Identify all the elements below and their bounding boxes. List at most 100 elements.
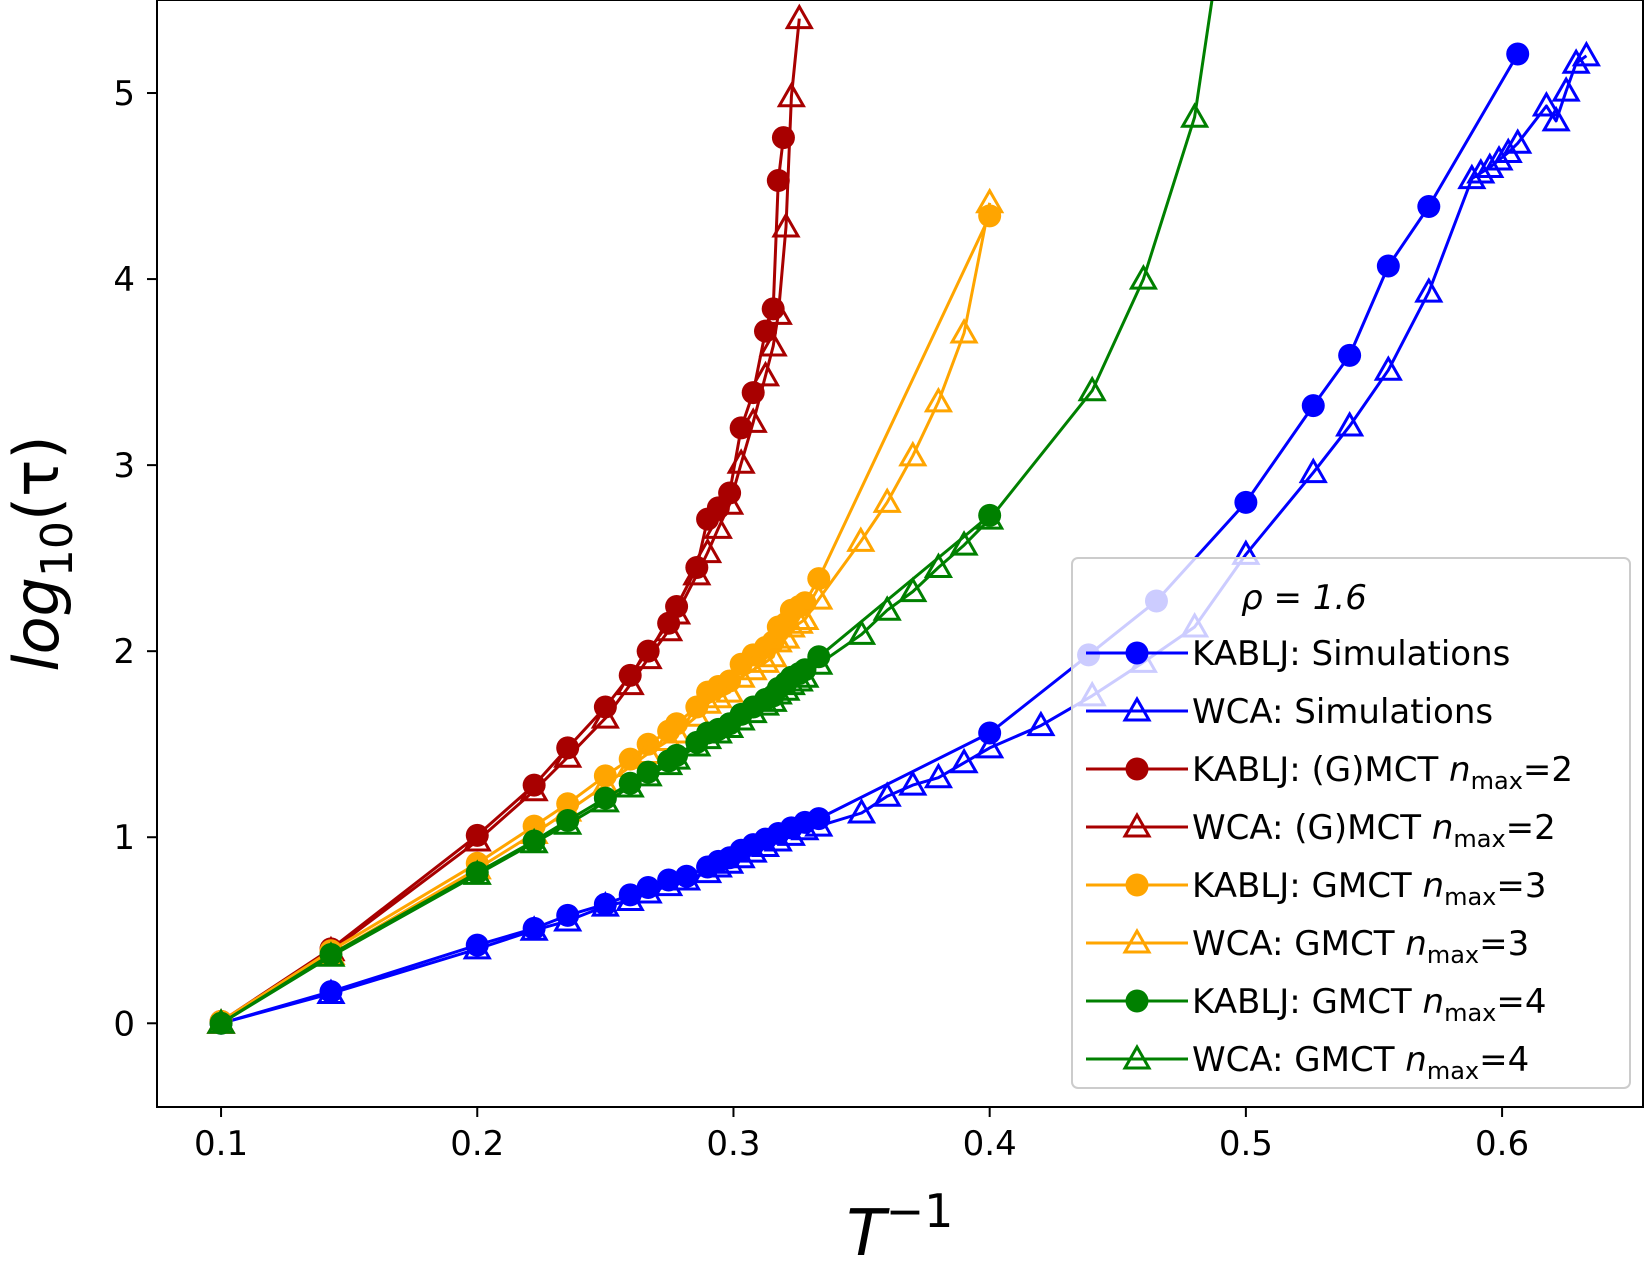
- data-point: [693, 723, 723, 750]
- legend-label-subscript: max: [1444, 883, 1496, 911]
- data-point: [1571, 40, 1601, 67]
- data-point: [633, 643, 663, 670]
- data-point: [1414, 277, 1444, 303]
- legend-label-n: n: [1405, 1040, 1427, 1080]
- data-point: [682, 731, 712, 757]
- data-point: [804, 811, 834, 837]
- legend-label: KABLJ: Simulations: [1192, 634, 1510, 674]
- data-point: [726, 704, 756, 731]
- legend-entry-2: KABLJ: (G)MCT nmax=2: [1086, 750, 1573, 795]
- data-point: [1503, 128, 1533, 154]
- data-point: [590, 703, 620, 729]
- data-point: [1338, 343, 1362, 367]
- data-point: [1551, 76, 1581, 102]
- y-axis-label: log10(τ): [0, 435, 83, 671]
- data-point: [726, 842, 756, 869]
- data-point: [949, 530, 979, 556]
- data-point: [1077, 375, 1107, 402]
- legend-label-n: n: [1449, 750, 1471, 790]
- data-point: [462, 859, 492, 885]
- legend-entry-6: KABLJ: GMCT nmax=4: [1086, 982, 1547, 1027]
- legend-label-tail: =3: [1479, 924, 1529, 964]
- data-point: [872, 595, 902, 621]
- data-point: [615, 669, 645, 696]
- legend-label-n: n: [1423, 982, 1445, 1022]
- legend-label: KABLJ: GMCT nmax=4: [1192, 982, 1547, 1027]
- data-point: [206, 1008, 236, 1034]
- data-point: [654, 870, 684, 897]
- data-point: [703, 718, 733, 744]
- data-point: [662, 598, 692, 625]
- data-point: [804, 584, 834, 610]
- data-point: [1373, 355, 1403, 381]
- data-point: [750, 647, 781, 673]
- series-line: [220, 18, 801, 1025]
- data-point: [662, 718, 692, 744]
- data-point: [975, 187, 1005, 214]
- data-point: [846, 798, 877, 824]
- legend-title: ρ = 1.6: [1241, 578, 1367, 618]
- legend-label-main: KABLJ: (G)MCT: [1192, 750, 1449, 790]
- legend-entry-0: KABLJ: Simulations: [1086, 634, 1510, 674]
- data-point: [763, 299, 793, 325]
- y-tick-label: 4: [113, 260, 135, 300]
- legend-entries: KABLJ: Simulations WCA: Simulations KABLJ:…: [1086, 634, 1573, 1085]
- legend-marker: [1122, 695, 1152, 722]
- data-point: [1484, 144, 1514, 171]
- legend-label-n: n: [1405, 924, 1427, 964]
- legend-box: [1071, 557, 1631, 1089]
- legend-label-subscript: max: [1427, 1057, 1479, 1085]
- data-point: [923, 552, 954, 578]
- data-point: [319, 980, 343, 1004]
- data-point: [1541, 105, 1571, 132]
- legend-label: WCA: (G)MCT nmax=2: [1192, 808, 1556, 853]
- y-tick-label: 5: [113, 74, 135, 114]
- data-point: [784, 665, 814, 692]
- legend-entry-4: KABLJ: GMCT nmax=3: [1086, 866, 1547, 911]
- data-point: [703, 513, 733, 539]
- x-tick-label: 0.6: [1475, 1124, 1529, 1164]
- data-point: [784, 608, 814, 634]
- data-point: [766, 168, 790, 192]
- data-point: [872, 781, 902, 807]
- legend-marker: [1125, 873, 1149, 897]
- data-point: [923, 386, 954, 413]
- data-point: [872, 487, 902, 513]
- data-point: [519, 775, 549, 802]
- data-point: [898, 770, 928, 796]
- data-point: [846, 526, 876, 552]
- legend-label-subscript: max: [1427, 941, 1479, 969]
- x-axis-label-exponent: −1: [886, 1184, 954, 1238]
- legend-label: WCA: GMCT nmax=3: [1192, 924, 1529, 969]
- data-point: [209, 1011, 233, 1035]
- legend-label: KABLJ: GMCT nmax=3: [1192, 866, 1547, 911]
- legend-label-tail: =4: [1496, 982, 1546, 1022]
- legend-label-main: WCA: Simulations: [1192, 692, 1493, 732]
- legend-marker: [1122, 927, 1152, 954]
- data-point: [784, 3, 814, 30]
- series-layer: [206, 0, 1601, 1035]
- legend-label-n: n: [1423, 866, 1445, 906]
- data-point: [682, 701, 712, 727]
- data-point: [1298, 457, 1328, 484]
- data-point: [590, 891, 620, 917]
- legend-label-subscript: max: [1471, 767, 1523, 795]
- data-point: [1506, 42, 1530, 66]
- data-point: [715, 848, 745, 874]
- data-point: [738, 654, 768, 681]
- data-point: [738, 407, 768, 433]
- legend-entry-5: WCA: GMCT nmax=3: [1086, 924, 1529, 969]
- y-tick-label: 3: [113, 446, 135, 486]
- data-point: [703, 851, 733, 878]
- data-point: [316, 978, 346, 1005]
- data-point: [462, 933, 492, 960]
- data-point: [750, 831, 781, 858]
- data-point: [758, 331, 788, 357]
- legend-label: KABLJ: (G)MCT nmax=2: [1192, 750, 1573, 795]
- legend-marker: [1125, 757, 1149, 781]
- data-point: [975, 732, 1005, 759]
- legend: ρ = 1.6 KABLJ: Simulations WCA: Simulatio…: [1071, 557, 1631, 1089]
- data-point: [1335, 411, 1365, 437]
- data-point: [790, 662, 820, 688]
- data-point: [978, 204, 1002, 228]
